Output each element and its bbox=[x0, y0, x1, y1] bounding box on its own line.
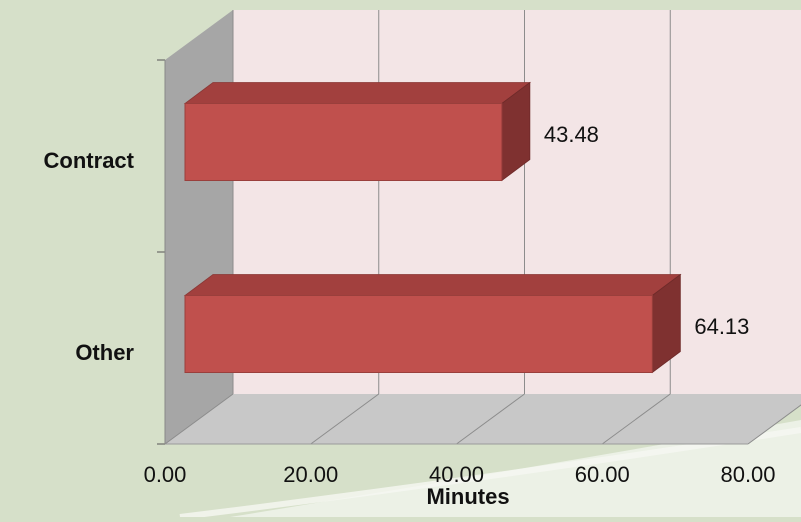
bar-top-face bbox=[183, 274, 682, 296]
labels: 43.48 Contract 64.13 Other 0.00 20.00 40.00 60.… bbox=[44, 122, 776, 509]
x-axis-title: Minutes bbox=[426, 484, 509, 509]
data-label: 43.48 bbox=[544, 122, 599, 147]
gridline-floor bbox=[747, 404, 801, 445]
data-label: 64.13 bbox=[694, 314, 749, 339]
gridline-floor bbox=[456, 393, 525, 445]
x-tick-label: 40.00 bbox=[429, 462, 484, 487]
gridline-floor bbox=[310, 393, 380, 445]
gridline-floor bbox=[164, 393, 234, 445]
bar-top-face bbox=[183, 82, 532, 104]
side-wall bbox=[165, 10, 233, 444]
bar-contract bbox=[183, 81, 532, 182]
x-tick-label: 80.00 bbox=[720, 462, 775, 487]
bar-front-face bbox=[184, 295, 653, 373]
plot-walls bbox=[165, 10, 801, 444]
bars bbox=[183, 81, 682, 374]
x-tick-label: 20.00 bbox=[283, 462, 338, 487]
x-tick-label: 60.00 bbox=[575, 462, 630, 487]
floor bbox=[165, 394, 801, 444]
gridline-floor bbox=[601, 393, 671, 445]
background-curve bbox=[230, 420, 801, 517]
category-label: Contract bbox=[44, 148, 135, 173]
bar-other bbox=[183, 273, 682, 374]
category-label: Other bbox=[75, 340, 134, 365]
x-tick-label: 0.00 bbox=[144, 462, 187, 487]
bar-front-face bbox=[184, 103, 503, 181]
